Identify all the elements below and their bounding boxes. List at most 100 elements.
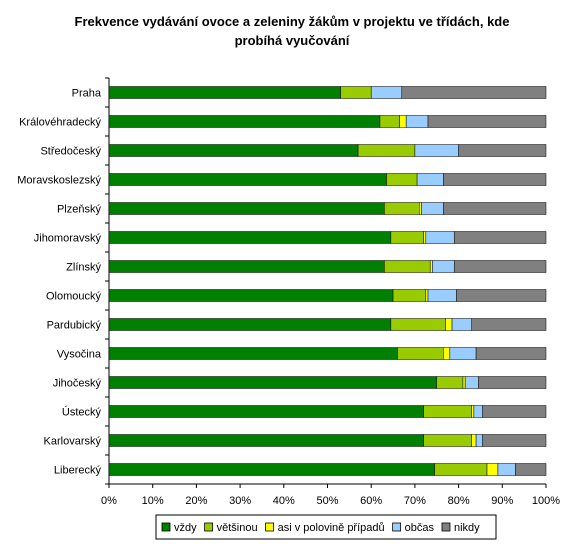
- bar-segment: [432, 260, 455, 273]
- bar-segment: [462, 376, 466, 389]
- bar-segment: [390, 318, 446, 331]
- bar-segment: [405, 115, 429, 128]
- legend-swatch: [265, 522, 275, 532]
- bar-segment: [108, 202, 385, 215]
- category-label: Středočeský: [40, 146, 101, 158]
- category-label: Ústecký: [62, 406, 102, 419]
- bar-segment: [471, 405, 475, 418]
- x-tick-label: 30%: [229, 495, 251, 507]
- bar-segment: [443, 202, 547, 215]
- x-tick-label: 20%: [185, 495, 207, 507]
- x-tick-label: 80%: [448, 495, 470, 507]
- bar-segment: [434, 463, 488, 476]
- bar-segment: [108, 144, 359, 157]
- category-label: Plzeňský: [57, 204, 102, 216]
- bar-segment: [399, 115, 407, 128]
- bar-segment: [475, 434, 483, 447]
- bar-segment: [108, 463, 435, 476]
- bar-segment: [453, 231, 547, 244]
- bar-segment: [108, 86, 341, 99]
- category-label: Vysočina: [57, 349, 102, 361]
- bar-segment: [482, 405, 547, 418]
- bar-segment: [427, 115, 547, 128]
- bar-segment: [386, 173, 418, 186]
- category-label: Pardubický: [47, 320, 102, 332]
- bar-segment: [425, 289, 429, 302]
- category-label: Karlovarský: [44, 436, 102, 448]
- bar-segment: [473, 405, 483, 418]
- x-tick-label: 40%: [273, 495, 295, 507]
- legend-label: nikdy: [454, 522, 480, 534]
- bar-segment: [429, 260, 433, 273]
- bar-segment: [456, 289, 547, 302]
- bar-segment: [482, 434, 547, 447]
- legend-label: občas: [405, 522, 435, 534]
- legend-label: asi v polovině případů: [278, 522, 385, 534]
- bar-segment: [443, 347, 451, 360]
- bar-segment: [464, 376, 479, 389]
- plot-area: Praha Královéhradecký Středočeský Moravskos…: [17, 77, 560, 507]
- bar-segment: [421, 202, 444, 215]
- bar-segment: [108, 115, 381, 128]
- category-label: Královéhradecký: [19, 117, 101, 129]
- bar-segment: [390, 231, 424, 244]
- chart-title-line-2: probíhá vyučování: [235, 33, 350, 48]
- category-label: Moravskoslezský: [17, 175, 101, 187]
- bar-segment: [108, 231, 392, 244]
- bar-segment: [419, 202, 422, 215]
- x-tick-label: 90%: [491, 495, 513, 507]
- bar-segment: [108, 434, 424, 447]
- bar-segment: [427, 289, 457, 302]
- bar-segment: [401, 86, 547, 99]
- bar-segment: [416, 173, 444, 186]
- category-label: Olomoucký: [46, 291, 102, 303]
- bar-segment: [108, 405, 424, 418]
- bar-segment: [108, 260, 385, 273]
- bar-segment: [471, 434, 477, 447]
- legend-label: vždy: [174, 522, 197, 534]
- bar-segment: [458, 144, 547, 157]
- category-label: Jihočeský: [53, 378, 102, 390]
- category-label: Praha: [72, 88, 102, 100]
- bar-segment: [423, 434, 472, 447]
- legend-label: většinou: [217, 522, 258, 534]
- bar-segment: [425, 231, 455, 244]
- x-tick-label: 100%: [532, 495, 560, 507]
- bar-segment: [108, 347, 398, 360]
- x-tick-label: 70%: [404, 495, 426, 507]
- category-label: Jihomoravský: [34, 233, 102, 245]
- bar-segment: [370, 86, 403, 99]
- x-tick-label: 50%: [316, 495, 338, 507]
- bar-segment: [108, 318, 392, 331]
- legend: vždy většinou asi v polovině případů občas n…: [155, 514, 497, 540]
- bar-segment: [471, 318, 547, 331]
- bar-segment: [108, 173, 387, 186]
- legend-swatch: [204, 522, 214, 532]
- bar-segment: [515, 463, 547, 476]
- bar-segment: [414, 144, 459, 157]
- bar-segment: [436, 376, 464, 389]
- bar-segment: [497, 463, 516, 476]
- legend-swatch: [392, 522, 402, 532]
- bar-segment: [475, 347, 547, 360]
- bar-segment: [357, 144, 416, 157]
- bar-segment: [449, 347, 477, 360]
- bar-segment: [478, 376, 547, 389]
- x-tick-label: 0%: [101, 495, 117, 507]
- bar-segment: [451, 318, 472, 331]
- chart-title-line-1: Frekvence vydávání ovoce a zeleniny žáků…: [75, 14, 510, 29]
- category-label: Liberecký: [54, 465, 102, 477]
- x-tick-label: 60%: [360, 495, 382, 507]
- bar-segment: [384, 260, 431, 273]
- bar-segment: [453, 260, 547, 273]
- legend-swatch: [441, 522, 451, 532]
- bar-segment: [397, 347, 444, 360]
- bar-segment: [392, 289, 427, 302]
- bar-segment: [384, 202, 420, 215]
- bar-segment: [379, 115, 400, 128]
- bar-segment: [108, 289, 394, 302]
- x-tick-label: 10%: [142, 495, 164, 507]
- bar-segment: [486, 463, 499, 476]
- bar-segment: [340, 86, 372, 99]
